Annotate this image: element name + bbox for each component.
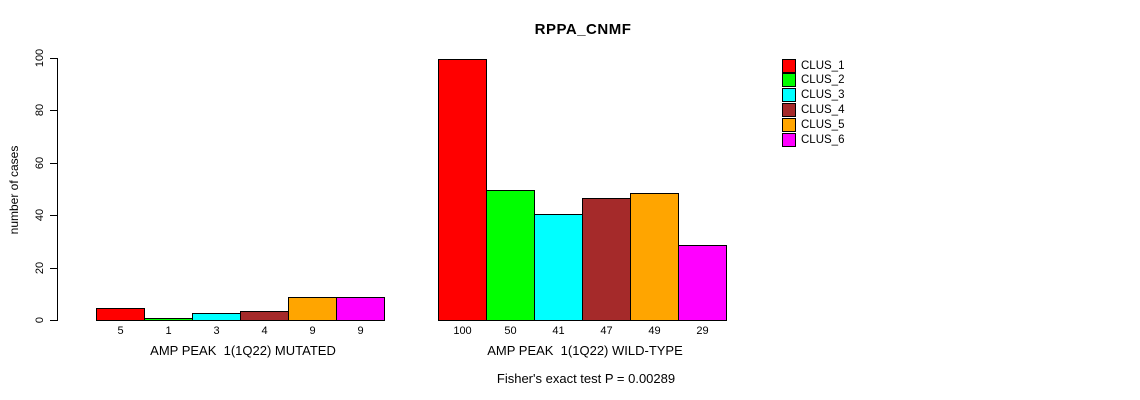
bar-clus_4-group2 [582, 198, 631, 321]
bar-value-label: 50 [504, 325, 517, 337]
y-tick-label: 0 [34, 316, 46, 324]
legend-label: CLUS_6 [801, 133, 845, 146]
legend-swatch-icon [782, 117, 796, 132]
bar-value-label: 9 [309, 325, 316, 337]
y-tick-label: 60 [34, 156, 46, 169]
bar-clus_5-group1 [288, 297, 337, 321]
bar-clus_4-group1 [240, 311, 289, 321]
x-axis-label-wildtype: AMP PEAK 1(1Q22) WILD-TYPE [487, 343, 683, 358]
legend-label: CLUS_1 [801, 59, 845, 72]
legend-swatch-icon [782, 73, 796, 88]
bar-value-label: 100 [453, 325, 472, 337]
y-tick-label: 100 [34, 48, 46, 68]
bar-value-label: 49 [648, 325, 661, 337]
y-axis-label: number of cases [7, 145, 21, 235]
legend-swatch-icon [782, 102, 796, 117]
bar-clus_3-group1 [192, 313, 241, 321]
legend-label: CLUS_3 [801, 89, 845, 102]
legend-swatch-icon [782, 132, 796, 147]
bar-value-label: 47 [600, 325, 613, 337]
bar-value-label: 1 [165, 325, 172, 337]
y-tick-mark [50, 267, 57, 269]
bar-value-label: 3 [213, 325, 220, 337]
y-tick-label: 80 [34, 104, 46, 117]
y-tick-label: 40 [34, 209, 46, 222]
y-axis [57, 58, 58, 321]
bar-clus_6-group2 [678, 245, 727, 321]
bar-clus_2-group1 [144, 318, 193, 321]
bar-value-label: 41 [552, 325, 565, 337]
legend-label: CLUS_5 [801, 118, 845, 131]
y-tick-mark [50, 110, 57, 112]
legend-item-clus_2: CLUS_2 [782, 73, 844, 88]
bar-value-label: 9 [357, 325, 364, 337]
bar-clus_6-group1 [336, 297, 385, 321]
legend-label: CLUS_4 [801, 103, 845, 116]
y-tick-label: 20 [34, 261, 46, 274]
x-axis-label-mutated: AMP PEAK 1(1Q22) MUTATED [150, 343, 336, 358]
bar-clus_5-group2 [630, 193, 679, 321]
legend-item-clus_3: CLUS_3 [782, 88, 844, 103]
chart-title: RPPA_CNMF [534, 21, 632, 38]
legend-swatch-icon [782, 58, 796, 73]
y-tick-mark [50, 162, 57, 164]
legend-item-clus_5: CLUS_5 [782, 117, 844, 132]
bar-clus_2-group2 [486, 190, 535, 321]
bar-clus_1-group1 [96, 308, 145, 321]
legend-item-clus_4: CLUS_4 [782, 102, 844, 117]
y-tick-mark [50, 320, 57, 321]
y-tick-mark [50, 215, 57, 217]
bar-clus_1-group2 [438, 59, 487, 321]
bar-value-label: 29 [696, 325, 709, 337]
legend-label: CLUS_2 [801, 74, 845, 87]
bar-value-label: 4 [261, 325, 268, 337]
legend-item-clus_1: CLUS_1 [782, 58, 844, 73]
fisher-test-annotation: Fisher's exact test P = 0.00289 [496, 371, 676, 386]
legend-item-clus_6: CLUS_6 [782, 132, 844, 147]
y-tick-mark [50, 58, 57, 59]
legend-swatch-icon [782, 88, 796, 103]
bar-clus_3-group2 [534, 214, 583, 321]
bar-value-label: 5 [117, 325, 124, 337]
